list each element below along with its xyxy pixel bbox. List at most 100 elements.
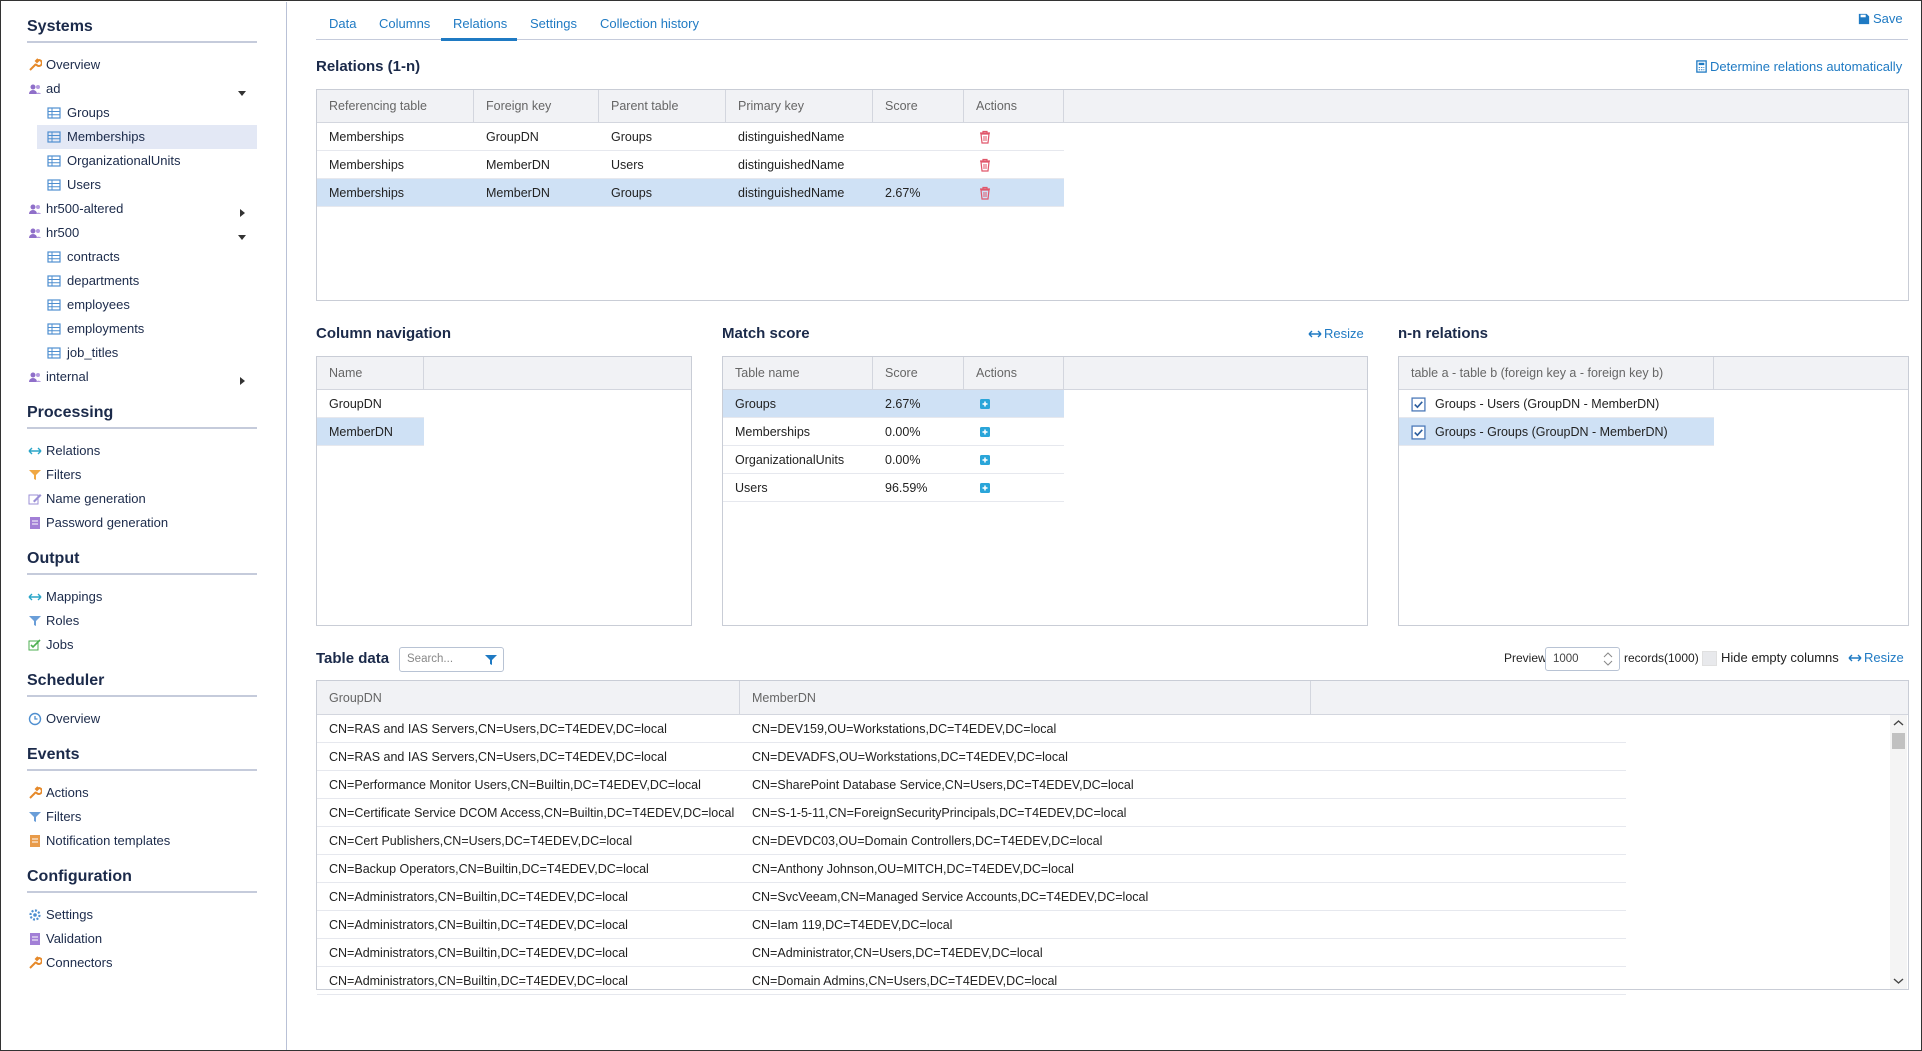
nav-icon <box>28 492 42 509</box>
nav-subitem[interactable]: departments <box>67 269 247 293</box>
row-action[interactable] <box>978 425 992 442</box>
table-row[interactable]: CN=RAS and IAS Servers,CN=Users,DC=T4EDE… <box>317 715 1626 743</box>
spinner <box>1603 651 1613 670</box>
column-header[interactable]: MemberDN <box>740 681 1311 715</box>
nav-item[interactable]: internal <box>46 365 246 389</box>
nav-subitem[interactable]: OrganizationalUnits <box>67 149 247 173</box>
cell: Groups - Users (GroupDN - MemberDN) <box>1435 390 1659 418</box>
table-row[interactable]: Users96.59% <box>723 474 1064 502</box>
nav-subitem[interactable]: Groups <box>67 101 247 125</box>
nav-subitem[interactable]: contracts <box>67 245 247 269</box>
table-row[interactable]: Groups - Users (GroupDN - MemberDN) <box>1399 390 1714 418</box>
row-action[interactable] <box>978 186 992 203</box>
column-header[interactable]: Score <box>873 357 964 390</box>
table-row[interactable]: CN=Administrators,CN=Builtin,DC=T4EDEV,D… <box>317 911 1626 939</box>
nav-icon <box>28 226 42 243</box>
nav-item[interactable]: Password generation <box>46 511 246 535</box>
nav-item[interactable]: Notification templates <box>46 829 246 853</box>
table-row[interactable]: Memberships0.00% <box>723 418 1064 446</box>
nav-icon <box>47 106 61 123</box>
table-row[interactable]: OrganizationalUnits0.00% <box>723 446 1064 474</box>
cell: GroupDN <box>486 123 597 151</box>
table-row[interactable]: Groups - Groups (GroupDN - MemberDN) <box>1399 418 1714 446</box>
table-row[interactable]: Groups2.67% <box>723 390 1064 418</box>
column-header[interactable]: Referencing table <box>317 90 474 123</box>
table-row[interactable]: MemberDN <box>317 418 424 446</box>
column-header[interactable]: Actions <box>964 90 1064 123</box>
row-action[interactable] <box>978 130 992 147</box>
resize-link[interactable]: Resize <box>1864 650 1904 666</box>
table-row[interactable]: MembershipsMemberDNUsersdistinguishedNam… <box>317 151 1064 179</box>
table-row[interactable]: CN=Certificate Service DCOM Access,CN=Bu… <box>317 799 1626 827</box>
icon <box>28 202 42 216</box>
nav-item[interactable]: hr500 <box>46 221 246 245</box>
cell: CN=DEVADFS,OU=Workstations,DC=T4EDEV,DC=… <box>752 743 1624 771</box>
column-header[interactable]: Primary key <box>726 90 873 123</box>
checkbox[interactable] <box>1411 397 1426 415</box>
nav-item[interactable]: Relations <box>46 439 246 463</box>
column-header[interactable]: Foreign key <box>474 90 599 123</box>
determine-relations-link[interactable]: Determine relations automatically <box>1710 59 1902 75</box>
expand-arrow[interactable] <box>238 229 246 244</box>
table-row[interactable]: MembershipsMemberDNGroupsdistinguishedNa… <box>317 179 1064 207</box>
table-row[interactable]: CN=Backup Operators,CN=Builtin,DC=T4EDEV… <box>317 855 1626 883</box>
table-row[interactable]: CN=Administrators,CN=Builtin,DC=T4EDEV,D… <box>317 939 1626 967</box>
preview-input[interactable]: 1000 <box>1545 647 1620 671</box>
row-action[interactable] <box>978 158 992 175</box>
nav-item[interactable]: Settings <box>46 903 246 927</box>
nav-subitem[interactable]: Users <box>67 173 247 197</box>
table-row[interactable]: CN=Administrators,CN=Builtin,DC=T4EDEV,D… <box>317 967 1626 995</box>
column-header[interactable]: GroupDN <box>317 681 740 715</box>
scrollbar[interactable] <box>1890 715 1907 989</box>
nav-subitem[interactable]: employments <box>67 317 247 341</box>
table-row[interactable]: MembershipsGroupDNGroupsdistinguishedNam… <box>317 123 1064 151</box>
tab[interactable]: Relations <box>453 14 507 34</box>
tab[interactable]: Collection history <box>600 14 699 34</box>
nav-item[interactable]: Validation <box>46 927 246 951</box>
row-action[interactable] <box>978 453 992 470</box>
nav-item[interactable]: ad <box>46 77 246 101</box>
expand-arrow[interactable] <box>238 373 246 388</box>
search-input[interactable]: Search... <box>399 647 504 672</box>
table-row[interactable]: CN=Cert Publishers,CN=Users,DC=T4EDEV,DC… <box>317 827 1626 855</box>
column-header[interactable]: Name <box>317 357 424 390</box>
column-header[interactable]: Table name <box>723 357 873 390</box>
nav-icon <box>47 130 61 147</box>
column-header[interactable]: Actions <box>964 357 1064 390</box>
save-button[interactable]: Save <box>1873 11 1903 27</box>
expand-arrow[interactable] <box>238 85 246 100</box>
tab[interactable]: Settings <box>530 14 577 34</box>
nav-item[interactable]: Roles <box>46 609 246 633</box>
table-row[interactable]: GroupDN <box>317 390 424 418</box>
row-action[interactable] <box>978 481 992 498</box>
tab[interactable]: Columns <box>379 14 430 34</box>
nav-item[interactable]: Overview <box>46 707 246 731</box>
hide-empty-checkbox[interactable] <box>1702 651 1717 666</box>
cell: 2.67% <box>885 390 962 418</box>
icon <box>28 712 42 726</box>
row-action[interactable] <box>978 397 992 414</box>
table-row[interactable]: CN=Performance Monitor Users,CN=Builtin,… <box>317 771 1626 799</box>
nav-item[interactable]: Mappings <box>46 585 246 609</box>
tab[interactable]: Data <box>329 14 356 34</box>
nav-subitem[interactable]: employees <box>67 293 247 317</box>
expand-arrow[interactable] <box>238 205 246 220</box>
column-header[interactable]: Parent table <box>599 90 726 123</box>
nav-item[interactable]: hr500-altered <box>46 197 246 221</box>
table-row[interactable]: CN=Administrators,CN=Builtin,DC=T4EDEV,D… <box>317 883 1626 911</box>
nav-item[interactable]: Filters <box>46 463 246 487</box>
nav-item[interactable]: Actions <box>46 781 246 805</box>
column-header[interactable]: Score <box>873 90 964 123</box>
nav-item[interactable]: Jobs <box>46 633 246 657</box>
nav-subitem[interactable]: job_titles <box>67 341 247 365</box>
nav-subitem[interactable]: Memberships <box>67 125 247 149</box>
column-header[interactable]: table a - table b (foreign key a - forei… <box>1399 357 1714 390</box>
nav-item[interactable]: Connectors <box>46 951 246 975</box>
table-row[interactable]: CN=RAS and IAS Servers,CN=Users,DC=T4EDE… <box>317 743 1626 771</box>
section-divider <box>27 695 257 697</box>
nav-item[interactable]: Name generation <box>46 487 246 511</box>
nav-item[interactable]: Overview <box>46 53 246 77</box>
resize-link[interactable]: Resize <box>1324 326 1364 342</box>
nav-item[interactable]: Filters <box>46 805 246 829</box>
checkbox[interactable] <box>1411 425 1426 443</box>
